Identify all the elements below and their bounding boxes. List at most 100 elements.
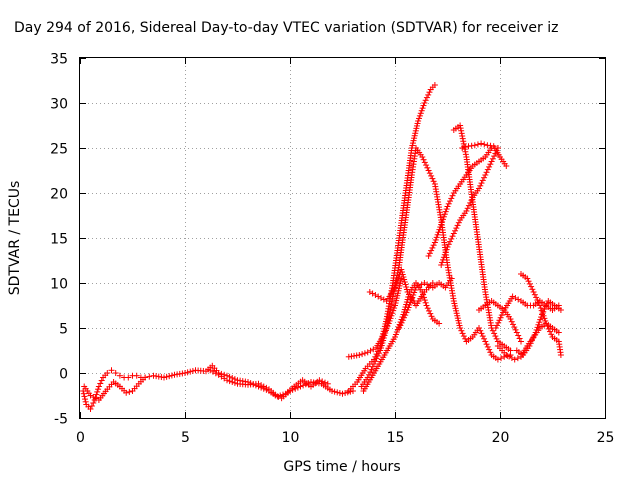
data-point [479, 177, 486, 184]
data-point [389, 310, 396, 317]
data-point [369, 363, 376, 370]
data-point [367, 347, 374, 354]
data-point [448, 195, 455, 202]
data-point [529, 286, 536, 293]
data-point [163, 373, 170, 380]
data-point [372, 358, 379, 365]
data-point [429, 244, 436, 251]
data-point [334, 389, 341, 396]
data-point [87, 406, 94, 412]
data-point [440, 216, 446, 223]
data-point [542, 303, 549, 310]
data-point [418, 107, 425, 114]
data-point [450, 230, 457, 237]
data-point [512, 326, 519, 333]
data-point [378, 295, 384, 301]
data-point [436, 226, 443, 233]
data-point [514, 355, 521, 362]
data-point [458, 130, 465, 137]
data-point [543, 320, 550, 327]
data-point [403, 309, 410, 316]
y-tick-label: 30 [50, 97, 68, 113]
data-point [487, 161, 494, 168]
data-point [104, 370, 111, 376]
data-point [435, 229, 442, 236]
data-point [229, 379, 236, 385]
data-point [462, 144, 469, 151]
x-tick-label: 20 [492, 430, 510, 446]
data-point [546, 328, 553, 335]
data-point [420, 102, 427, 109]
data-point [423, 94, 430, 101]
data-point [168, 372, 175, 379]
data-point [535, 299, 542, 306]
data-point [439, 218, 446, 225]
plot-frame [79, 57, 606, 419]
data-point [471, 142, 478, 149]
data-point [555, 329, 562, 336]
data-point [379, 334, 386, 340]
data-point [255, 380, 262, 387]
data-point [361, 350, 368, 357]
data-point [533, 326, 540, 333]
data-point [422, 299, 429, 306]
data-point [415, 118, 422, 124]
data-point [438, 262, 445, 268]
data-point [458, 127, 465, 134]
data-point [112, 370, 119, 376]
data-point [82, 396, 89, 403]
data-point [484, 166, 491, 173]
data-point [421, 280, 428, 286]
data-point [443, 206, 450, 213]
data-point [146, 373, 153, 380]
data-point [481, 335, 488, 342]
data-point [419, 154, 426, 160]
data-point [381, 328, 388, 335]
data-point [460, 138, 467, 145]
data-point [425, 91, 432, 98]
data-point [540, 308, 547, 315]
data-point [125, 374, 132, 381]
data-point [445, 200, 452, 207]
data-point [536, 319, 543, 326]
data-point [447, 198, 454, 205]
data-point [431, 82, 438, 88]
data-point [478, 180, 485, 187]
y-tick-label: 5 [59, 322, 68, 338]
data-point [419, 105, 426, 112]
data-point [427, 310, 434, 317]
data-point [331, 388, 338, 395]
data-point [548, 331, 555, 338]
data-point [316, 377, 323, 384]
data-point [319, 378, 326, 385]
data-point [557, 307, 564, 313]
data-point [81, 393, 88, 400]
data-point [187, 368, 194, 375]
data-point [420, 156, 427, 163]
data-point [527, 340, 534, 347]
data-point [387, 315, 394, 322]
data-point [260, 383, 267, 390]
data-point [424, 164, 431, 171]
data-point [417, 110, 424, 117]
data-point [459, 330, 466, 337]
data-point [530, 289, 537, 295]
data-point [447, 238, 454, 245]
data-point [489, 327, 496, 334]
data-point [280, 391, 286, 398]
data-point [525, 278, 532, 285]
data-point [478, 140, 485, 147]
data-point [392, 284, 398, 291]
data-point [428, 172, 435, 179]
x-tick-label: 15 [387, 430, 405, 446]
data-point [445, 241, 452, 248]
data-point [142, 374, 149, 381]
data-point [324, 380, 331, 387]
data-point [465, 202, 472, 209]
data-point [367, 369, 374, 376]
data-point [444, 244, 451, 250]
data-point [433, 234, 440, 241]
data-point [454, 222, 461, 229]
data-point [516, 335, 523, 342]
data-point [421, 159, 428, 166]
